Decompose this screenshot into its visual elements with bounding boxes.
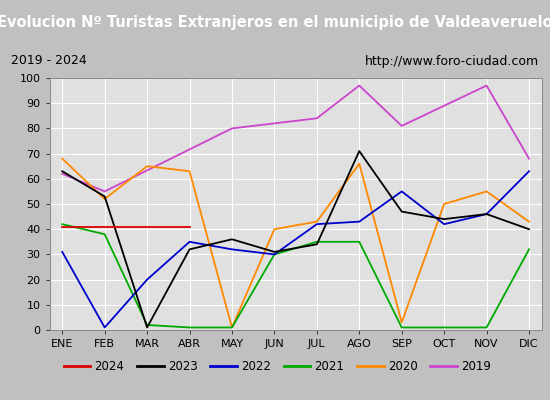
Text: 2020: 2020 [388,360,417,372]
Text: Evolucion Nº Turistas Extranjeros en el municipio de Valdeaveruelo: Evolucion Nº Turistas Extranjeros en el … [0,16,550,30]
Text: 2019 - 2024: 2019 - 2024 [11,54,87,68]
Text: 2024: 2024 [95,360,124,372]
Text: 2022: 2022 [241,360,271,372]
Text: 2021: 2021 [315,360,344,372]
Text: http://www.foro-ciudad.com: http://www.foro-ciudad.com [365,54,539,68]
Text: 2019: 2019 [461,360,491,372]
Text: 2023: 2023 [168,360,197,372]
